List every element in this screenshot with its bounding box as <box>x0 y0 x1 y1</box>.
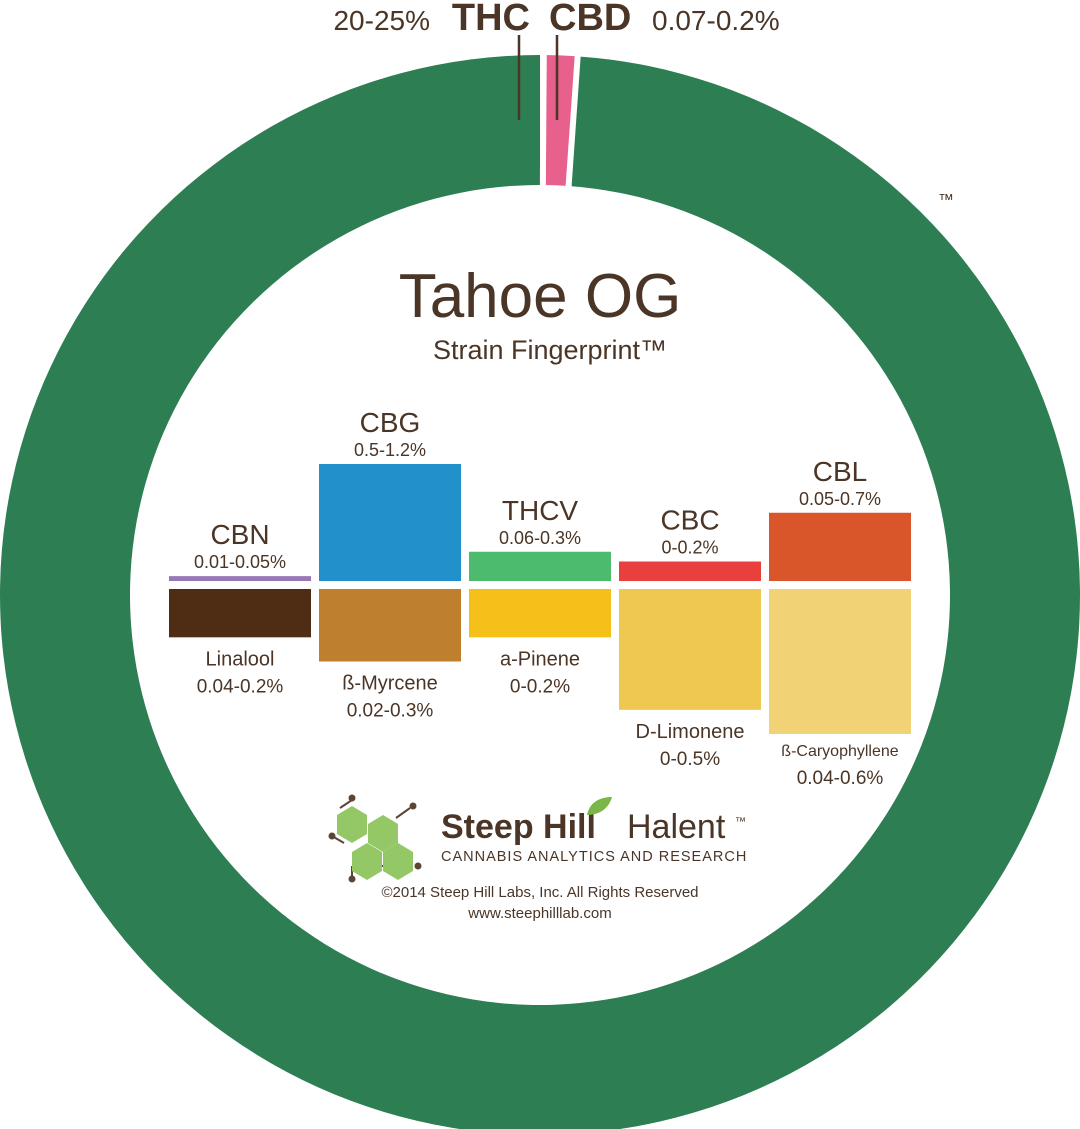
bar-caryophyllene <box>769 589 911 734</box>
bar-label-d-limonene: D-Limonene <box>636 721 745 743</box>
bar-label-caryophyllene: ß-Caryophyllene <box>781 743 898 760</box>
website-url: www.steephilllab.com <box>467 905 611 922</box>
trademark-mark: ™ <box>938 192 954 209</box>
bar-a-pinene <box>469 589 611 638</box>
bar-label-thcv: THCV <box>502 495 579 526</box>
bar-cbg <box>319 464 461 581</box>
bar-myrcene <box>319 589 461 662</box>
bar-linalool <box>169 589 311 638</box>
molecule-icon <box>328 794 422 883</box>
bar-cbl <box>769 512 911 581</box>
brand-name-bold: Steep Hill <box>441 808 596 846</box>
cbd-label: CBD <box>549 0 631 39</box>
bar-cbc <box>619 561 761 581</box>
strain-subtitle: Strain Fingerprint™ <box>433 335 667 365</box>
bar-label-cbl: CBL <box>813 456 867 487</box>
bar-range-a-pinene: 0-0.2% <box>510 676 570 697</box>
ring-divider <box>539 49 547 191</box>
bar-label-cbn: CBN <box>210 519 269 550</box>
bar-range-thcv: 0.06-0.3% <box>499 528 581 548</box>
bar-label-cbg: CBG <box>360 407 421 438</box>
leaf-icon <box>587 797 612 815</box>
bar-label-linalool: Linalool <box>206 648 275 670</box>
thc-range-label: 20-25% <box>333 5 430 36</box>
bar-label-a-pinene: a-Pinene <box>500 648 580 670</box>
bar-range-cbg: 0.5-1.2% <box>354 440 426 460</box>
ring-divider <box>565 51 582 192</box>
bar-range-cbl: 0.05-0.7% <box>799 489 881 509</box>
steep-hill-logo: Steep Hill Halent ™ CANNABIS ANALYTICS A… <box>328 794 747 883</box>
brand-trademark: ™ <box>735 816 746 828</box>
bar-range-cbn: 0.01-0.05% <box>194 552 286 572</box>
strain-title: Tahoe OG <box>399 262 682 331</box>
bar-cbn <box>169 576 311 581</box>
cbd-range-label: 0.07-0.2% <box>652 5 780 36</box>
bar-range-d-limonene: 0-0.5% <box>660 749 720 770</box>
potency-ring <box>0 49 1080 1129</box>
bar-range-linalool: 0.04-0.2% <box>197 676 284 697</box>
brand-name-light: Halent <box>627 808 726 846</box>
bar-range-myrcene: 0.02-0.3% <box>347 701 434 722</box>
bar-label-myrcene: ß-Myrcene <box>342 673 438 695</box>
bar-range-caryophyllene: 0.04-0.6% <box>797 768 884 789</box>
brand-tagline: CANNABIS ANALYTICS AND RESEARCH <box>441 849 747 865</box>
bar-range-cbc: 0-0.2% <box>661 538 718 558</box>
bar-label-cbc: CBC <box>660 505 719 536</box>
thc-label: THC <box>452 0 530 39</box>
bar-thcv <box>469 551 611 581</box>
copyright-text: ©2014 Steep Hill Labs, Inc. All Rights R… <box>381 884 698 901</box>
bar-d-limonene <box>619 589 761 710</box>
